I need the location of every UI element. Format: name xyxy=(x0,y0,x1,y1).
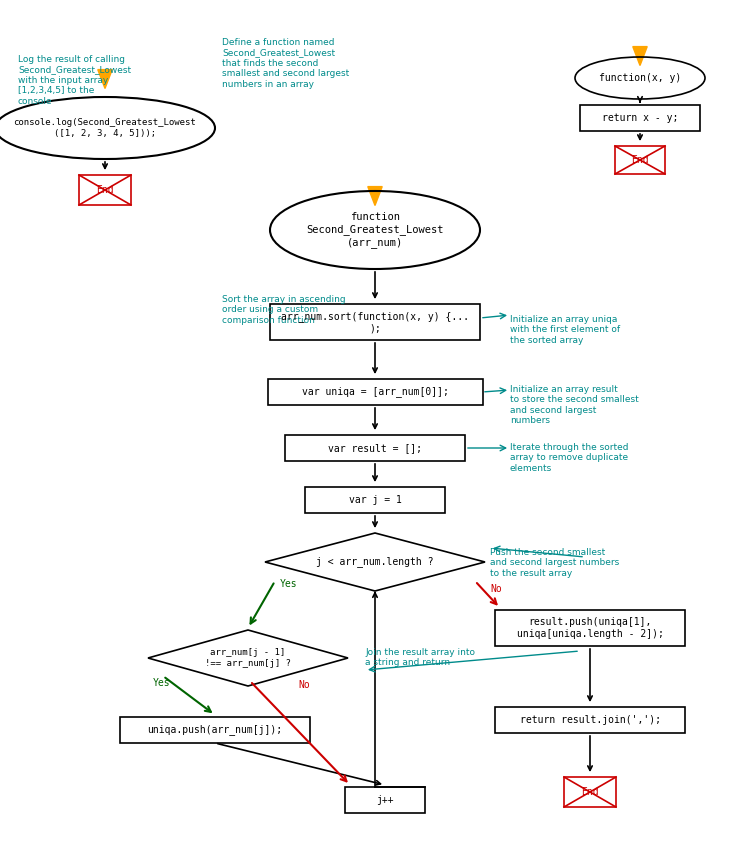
Text: Define a function named
Second_Greatest_Lowest
that finds the second
smallest an: Define a function named Second_Greatest_… xyxy=(222,38,349,88)
Text: function
Second_Greatest_Lowest
(arr_num): function Second_Greatest_Lowest (arr_num… xyxy=(307,212,444,248)
Text: No: No xyxy=(298,680,310,690)
Text: return result.join(',');: return result.join(','); xyxy=(519,715,660,725)
Text: j < arr_num.length ?: j < arr_num.length ? xyxy=(316,557,433,567)
Text: Sort the array in ascending
order using a custom
comparison function: Sort the array in ascending order using … xyxy=(222,295,345,325)
Polygon shape xyxy=(633,47,648,65)
Polygon shape xyxy=(368,187,382,205)
Text: Push the second smallest
and second largest numbers
to the result array: Push the second smallest and second larg… xyxy=(490,548,619,578)
Text: No: No xyxy=(490,584,502,594)
Text: Join the result array into
a string and return: Join the result array into a string and … xyxy=(365,648,475,667)
Text: Initialize an array result
to store the second smallest
and second largest
numbe: Initialize an array result to store the … xyxy=(510,385,639,425)
Text: Log the result of calling
Second_Greatest_Lowest
with the input array
[1,2,3,4,5: Log the result of calling Second_Greates… xyxy=(18,55,131,105)
Text: var result = [];: var result = []; xyxy=(328,443,422,453)
Polygon shape xyxy=(98,70,112,88)
Text: j++: j++ xyxy=(376,795,394,805)
Text: End: End xyxy=(96,185,114,195)
Text: Yes: Yes xyxy=(280,579,298,589)
Text: var uniqa = [arr_num[0]];: var uniqa = [arr_num[0]]; xyxy=(301,386,448,397)
Text: uniqa.push(arr_num[j]);: uniqa.push(arr_num[j]); xyxy=(148,724,283,735)
Text: var j = 1: var j = 1 xyxy=(348,495,401,505)
Text: console.log(Second_Greatest_Lowest
([1, 2, 3, 4, 5]));: console.log(Second_Greatest_Lowest ([1, … xyxy=(13,118,196,138)
Text: Yes: Yes xyxy=(153,678,171,688)
Text: Iterate through the sorted
array to remove duplicate
elements: Iterate through the sorted array to remo… xyxy=(510,443,628,473)
Text: result.push(uniqa[1],
uniqa[uniqa.length - 2]);: result.push(uniqa[1], uniqa[uniqa.length… xyxy=(516,617,663,638)
Text: Initialize an array uniqa
with the first element of
the sorted array: Initialize an array uniqa with the first… xyxy=(510,315,620,345)
Text: End: End xyxy=(631,155,649,165)
Text: arr_num[j - 1]
!== arr_num[j] ?: arr_num[j - 1] !== arr_num[j] ? xyxy=(205,649,291,667)
Text: End: End xyxy=(581,787,599,797)
Text: return x - y;: return x - y; xyxy=(602,113,678,123)
Text: function(x, y): function(x, y) xyxy=(599,73,681,83)
Text: arr_num.sort(function(x, y) {...
);: arr_num.sort(function(x, y) {... ); xyxy=(281,311,469,334)
